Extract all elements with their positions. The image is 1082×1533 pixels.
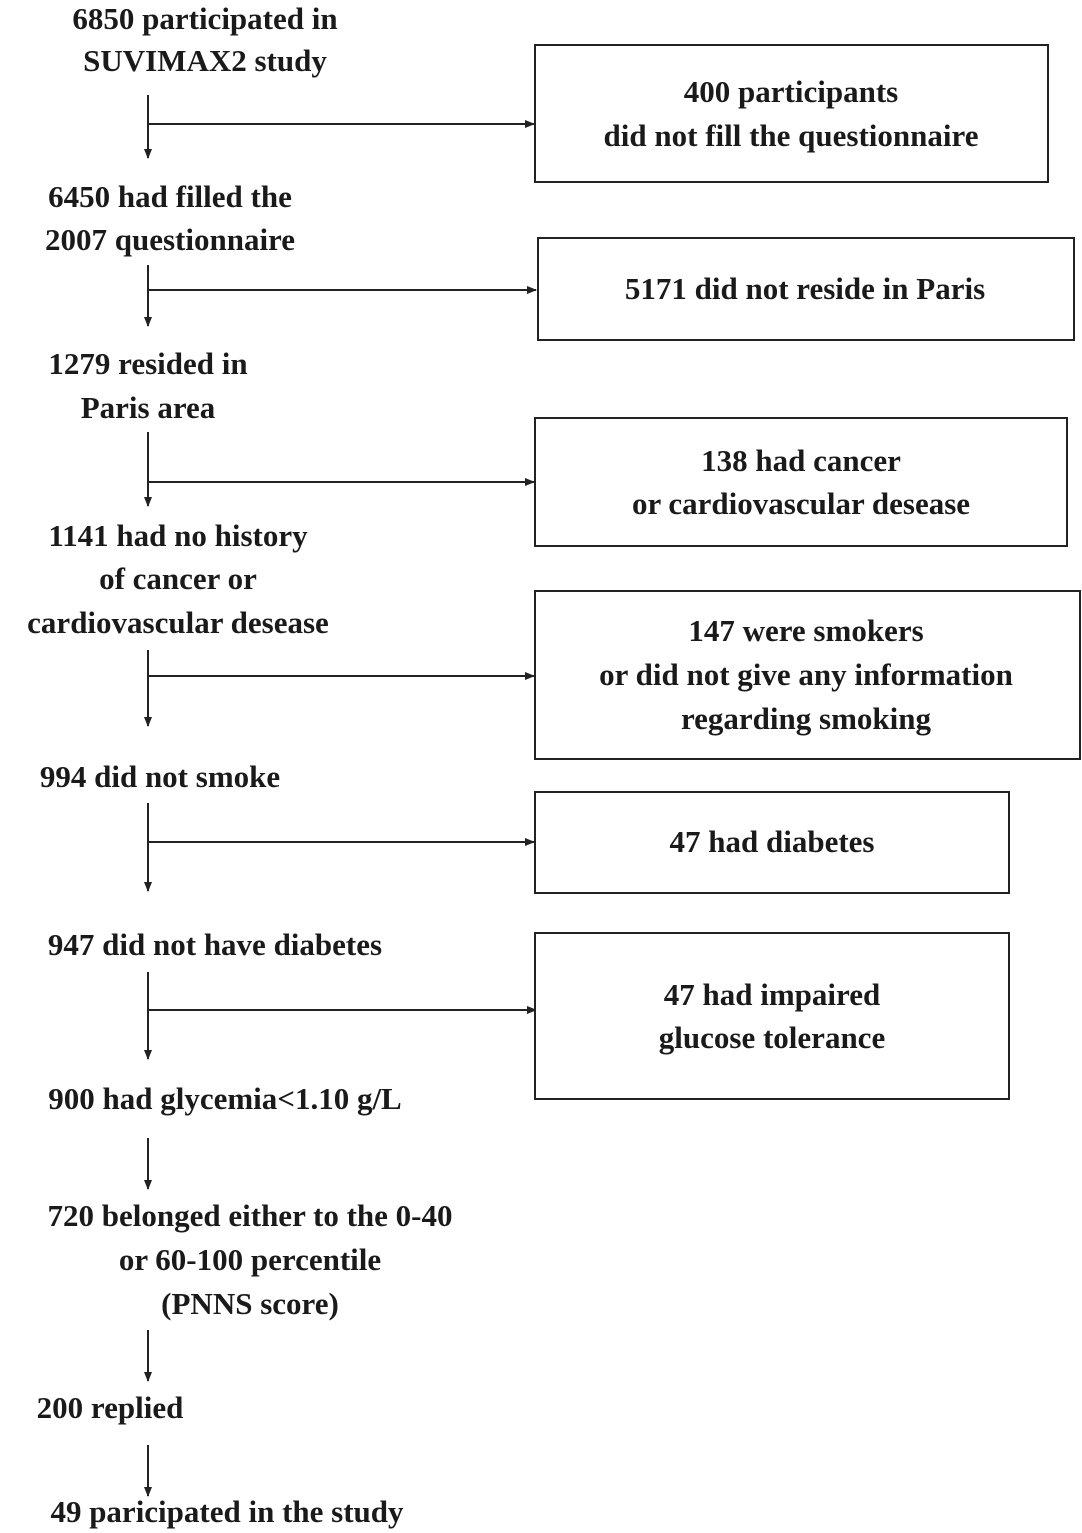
arrows [144, 95, 537, 1497]
stage-label: cardiovascular desease [27, 605, 329, 640]
stage-label: 49 paricipated in the study [50, 1494, 404, 1529]
exclusion-box [534, 417, 1068, 547]
stage-label: of cancer or [99, 561, 257, 596]
stage-label: 6450 had filled the [48, 179, 292, 214]
exclusion-label: glucose tolerance [659, 1020, 885, 1055]
exclusion-boxes [534, 44, 1081, 1100]
stage-label: 1141 had no history [48, 518, 308, 553]
stage-label: 994 did not smoke [40, 759, 280, 794]
exclusion-label: 5171 did not reside in Paris [625, 271, 985, 306]
exclusion-label: 47 had impaired [664, 977, 880, 1012]
exclusion-label: or did not give any information [599, 657, 1013, 692]
exclusion-label: 147 were smokers [688, 613, 923, 648]
exclusion-label: 400 participants [684, 74, 898, 109]
stage-label: (PNNS score) [161, 1286, 339, 1321]
exclusion-label: did not fill the questionnaire [604, 118, 979, 153]
exclusion-label: 47 had diabetes [670, 824, 875, 859]
exclusion-label: regarding smoking [681, 701, 932, 736]
exclusion-box [537, 237, 1075, 341]
stage-label: 720 belonged either to the 0-40 [48, 1198, 453, 1233]
stage-label: 1279 resided in [48, 346, 247, 381]
exclusion-label: or cardiovascular desease [632, 486, 970, 521]
exclusion-label: 138 had cancer [701, 443, 901, 478]
exclusion-box [534, 791, 1010, 894]
exclusion-box [534, 44, 1049, 183]
stage-label: 900 had glycemia<1.10 g/L [48, 1081, 402, 1116]
stage-label: Paris area [81, 390, 216, 425]
stage-label: 947 did not have diabetes [48, 927, 382, 962]
stage-label: SUVIMAX2 study [83, 43, 327, 78]
stage-label: 200 replied [37, 1390, 184, 1425]
stage-label: or 60-100 percentile [119, 1242, 381, 1277]
exclusion-box [534, 932, 1010, 1100]
exclusion-box [534, 590, 1081, 760]
stage-label: 6850 participated in [72, 1, 337, 36]
stage-label: 2007 questionnaire [45, 222, 295, 257]
